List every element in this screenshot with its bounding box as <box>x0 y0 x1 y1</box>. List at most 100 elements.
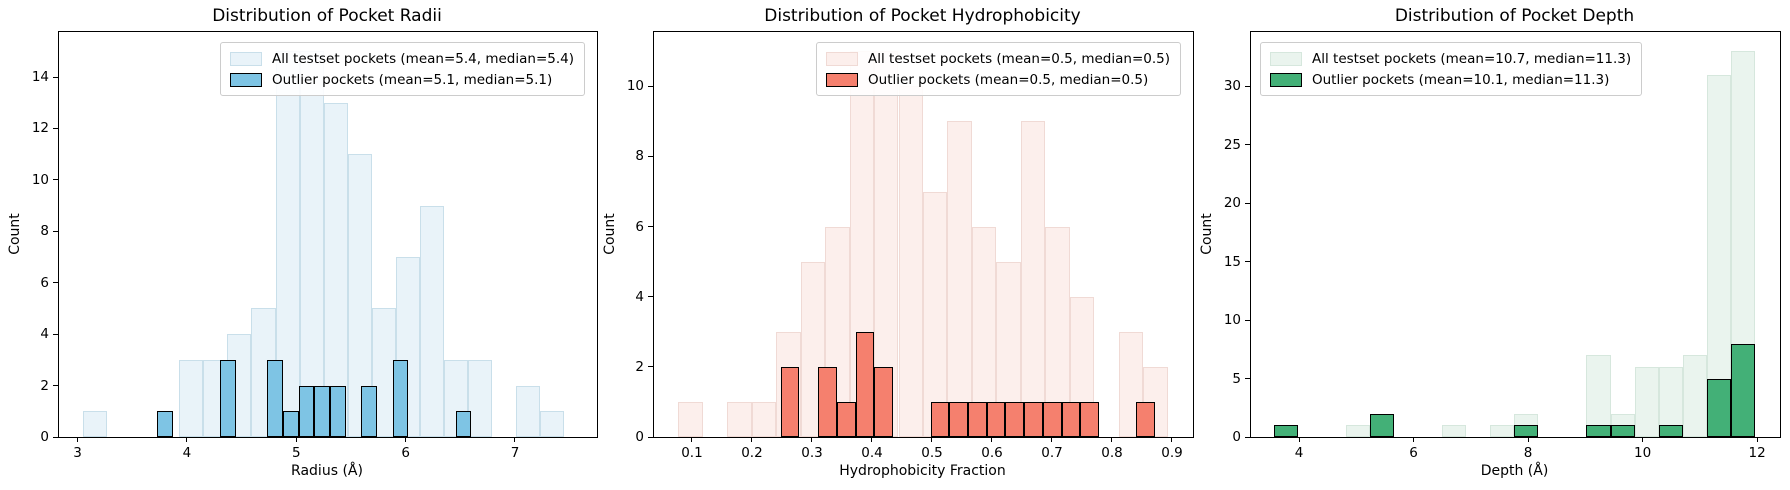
x-tick <box>1171 437 1173 442</box>
x-tick-label: 10 <box>1634 445 1652 461</box>
y-tick <box>1245 202 1250 204</box>
y-tick <box>53 230 58 232</box>
x-tick <box>811 437 813 442</box>
x-tick-label: 0.6 <box>981 445 1003 461</box>
y-tick <box>53 179 58 181</box>
legend-label: Outlier pockets (mean=0.5, median=0.5) <box>868 71 1149 88</box>
x-tick <box>1051 437 1053 442</box>
x-tick-label: 6 <box>1409 445 1418 461</box>
all-testset-pockets-bar <box>922 191 948 437</box>
chart-title: Distribution of Pocket Hydrophobicity <box>764 6 1081 26</box>
y-tick-label: 10 <box>31 171 49 188</box>
y-tick-label: 8 <box>40 223 49 240</box>
y-tick-label: 6 <box>635 218 644 235</box>
all-testset-pockets-bar <box>1490 425 1515 437</box>
outlier-pockets-bar <box>1610 425 1635 437</box>
y-tick-label: 6 <box>40 274 49 291</box>
x-tick-label: 0.3 <box>801 445 823 461</box>
y-tick-label: 25 <box>1223 136 1241 153</box>
legend-entry: Outlier pockets (mean=5.1, median=5.1) <box>230 69 574 90</box>
all-testset-pockets-bar <box>467 359 493 437</box>
y-tick <box>1245 144 1250 146</box>
all-testset-pockets-bar <box>898 86 923 437</box>
outlier-pockets-bar <box>949 401 968 437</box>
x-tick <box>1298 437 1300 442</box>
y-tick-label: 0 <box>635 429 644 445</box>
legend-entry: All testset pockets (mean=5.4, median=5.… <box>230 48 574 69</box>
legend: All testset pockets (mean=5.4, median=5.… <box>220 42 585 96</box>
all-testset-pockets-bar <box>1442 425 1467 437</box>
x-tick-label: 0.7 <box>1041 445 1063 461</box>
all-testset-pockets-bar <box>83 411 108 437</box>
outlier-pockets-bar <box>1042 401 1062 437</box>
all-testset-pockets-bar <box>1634 366 1659 437</box>
y-tick-label: 30 <box>1223 78 1241 95</box>
all-testset-pockets-swatch <box>230 51 263 66</box>
outlier-pockets-bar <box>361 385 378 437</box>
y-tick-label: 4 <box>635 288 644 305</box>
all-testset-pockets-bar <box>323 102 348 437</box>
y-tick-label: 5 <box>1232 370 1241 387</box>
x-tick <box>514 437 516 442</box>
y-tick-label: 0 <box>40 429 49 445</box>
all-testset-pockets-bar <box>1045 226 1070 437</box>
y-tick-label: 10 <box>626 78 644 95</box>
legend-entry: Outlier pockets (mean=10.1, median=11.3) <box>1270 69 1631 90</box>
x-axis-label: Radius (Å) <box>291 463 363 479</box>
x-tick-label: 8 <box>1523 445 1533 461</box>
outlier-pockets-bar <box>267 359 283 437</box>
y-tick <box>53 385 58 387</box>
y-tick-label: 4 <box>40 326 49 343</box>
x-tick <box>1111 437 1113 442</box>
outlier-pockets-bar <box>1005 401 1025 437</box>
y-tick <box>648 226 653 228</box>
x-axis-label: Hydrophobicity Fraction <box>839 463 1006 479</box>
outlier-pockets-swatch <box>230 72 263 87</box>
y-tick <box>1245 436 1250 438</box>
y-tick <box>53 76 58 78</box>
y-tick <box>53 127 58 129</box>
outlier-pockets-bar <box>298 385 315 437</box>
x-tick <box>295 437 297 442</box>
y-tick <box>648 155 653 157</box>
legend-entry: All testset pockets (mean=10.7, median=1… <box>1270 48 1631 69</box>
y-tick <box>648 85 653 87</box>
outlier-pockets-bar <box>874 366 894 437</box>
all-testset-pockets-bar <box>540 411 565 437</box>
x-tick-label: 4 <box>1294 445 1304 461</box>
all-testset-pockets-bar <box>1346 425 1371 437</box>
x-tick-label: 6 <box>401 445 410 461</box>
y-tick <box>1245 85 1250 87</box>
legend-label: All testset pockets (mean=10.7, median=1… <box>1312 50 1632 67</box>
x-tick-label: 3 <box>73 445 82 461</box>
outlier-pockets-bar <box>1370 413 1395 437</box>
y-tick-label: 2 <box>40 377 49 394</box>
outlier-pockets-bar <box>1024 401 1043 437</box>
plot-area: 0.1 0.2 0.3 0.4 0.5 0.6 0.7 0.8 0.9 0 2 4 6 8 10 All te… <box>627 31 1194 461</box>
x-tick-label: 4 <box>182 445 192 461</box>
outlier-pockets-bar <box>1658 425 1683 437</box>
y-tick-label: 12 <box>31 120 49 137</box>
outlier-pockets-bar <box>930 401 950 437</box>
x-tick <box>186 437 188 442</box>
y-tick <box>1245 378 1250 380</box>
outlier-pockets-bar <box>1061 401 1081 437</box>
legend-label: Outlier pockets (mean=5.1, median=5.1) <box>272 71 553 88</box>
x-tick <box>77 437 79 442</box>
outlier-pockets-bar <box>836 401 856 437</box>
outlier-pockets-bar <box>1136 401 1156 437</box>
x-tick-label: 0.8 <box>1101 445 1123 461</box>
x-tick <box>931 437 933 442</box>
all-testset-pockets-bar <box>1682 355 1707 437</box>
outlier-pockets-bar <box>282 411 299 437</box>
y-tick <box>1245 319 1250 321</box>
y-tick-label: 0 <box>1232 429 1241 445</box>
x-tick-label: 0.1 <box>681 445 703 461</box>
outlier-pockets-bar <box>1514 425 1539 437</box>
y-tick-label: 2 <box>635 358 644 375</box>
legend-entry: All testset pockets (mean=0.5, median=0.… <box>826 48 1170 69</box>
y-tick-label: 15 <box>1223 253 1241 270</box>
all-testset-pockets-bar <box>516 385 541 437</box>
